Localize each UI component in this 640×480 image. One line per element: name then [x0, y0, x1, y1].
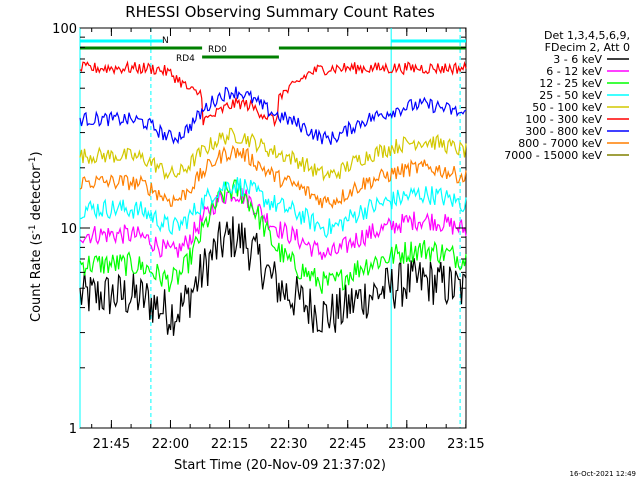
- x-tick-label-1: 22:00: [152, 437, 189, 452]
- rd4-flag-label: RD4: [176, 54, 195, 64]
- x-tick-label-2: 22:15: [211, 437, 248, 452]
- footer-timestamp: 16-Oct-2021 12:49: [570, 470, 636, 478]
- x-axis-label: Start Time (20-Nov-09 21:37:02): [174, 458, 386, 473]
- series-line-3: [79, 177, 467, 239]
- legend-label-3: 25 - 50 keV: [539, 89, 602, 102]
- flag-bars: N RD0 RD4: [80, 36, 466, 64]
- series-line-1: [79, 188, 467, 260]
- night-boundaries: [79, 28, 461, 428]
- x-tick-label-6: 23:15: [447, 437, 484, 452]
- legend-header-detectors: Det 1,3,4,5,6,9,: [544, 29, 630, 42]
- series-group: [79, 60, 467, 336]
- legend: Det 1,3,4,5,6,9, FDecim 2, Att 0 3 - 6 k…: [504, 29, 630, 162]
- y-axis-label: Count Rate (s-1 detector-1): [28, 151, 44, 322]
- y-tick-label-2: 100: [52, 22, 77, 37]
- x-tick-label-4: 22:45: [329, 437, 366, 452]
- series-line-0: [79, 216, 467, 336]
- y-tick-label-0: 1: [69, 422, 77, 437]
- n-flag-label: N: [162, 36, 169, 46]
- rd0-flag-label: RD0: [208, 45, 227, 55]
- x-axis-ticks: 21:45 22:00 22:15 22:30 22:45 23:00 23:15: [91, 28, 485, 452]
- series-line-2: [79, 179, 467, 294]
- y-axis-ticks: 1 10 100: [52, 22, 466, 437]
- legend-label-0: 3 - 6 keV: [553, 53, 602, 66]
- series-line-4: [79, 127, 467, 182]
- x-tick-label-0: 21:45: [93, 437, 130, 452]
- legend-label-7: 800 - 7000 keV: [518, 137, 602, 150]
- series-line-7: [79, 144, 467, 210]
- chart-title: RHESSI Observing Summary Count Rates: [125, 3, 435, 21]
- x-tick-label-5: 23:00: [388, 437, 425, 452]
- series-line-5: [79, 60, 467, 128]
- legend-label-4: 50 - 100 keV: [532, 101, 602, 114]
- y-tick-label-1: 10: [60, 222, 77, 237]
- legend-header-decim: FDecim 2, Att 0: [545, 41, 630, 54]
- plot-area: N RD0 RD4 21:45 22:00 22:15 22:30 22:45 23:00…: [52, 22, 484, 452]
- legend-label-8: 7000 - 15000 keV: [504, 149, 602, 162]
- series-line-6: [79, 86, 467, 145]
- legend-label-6: 300 - 800 keV: [525, 125, 602, 138]
- legend-label-5: 100 - 300 keV: [525, 113, 602, 126]
- x-tick-label-3: 22:30: [270, 437, 307, 452]
- legend-label-1: 6 - 12 keV: [546, 65, 602, 78]
- legend-label-2: 12 - 25 keV: [539, 77, 602, 90]
